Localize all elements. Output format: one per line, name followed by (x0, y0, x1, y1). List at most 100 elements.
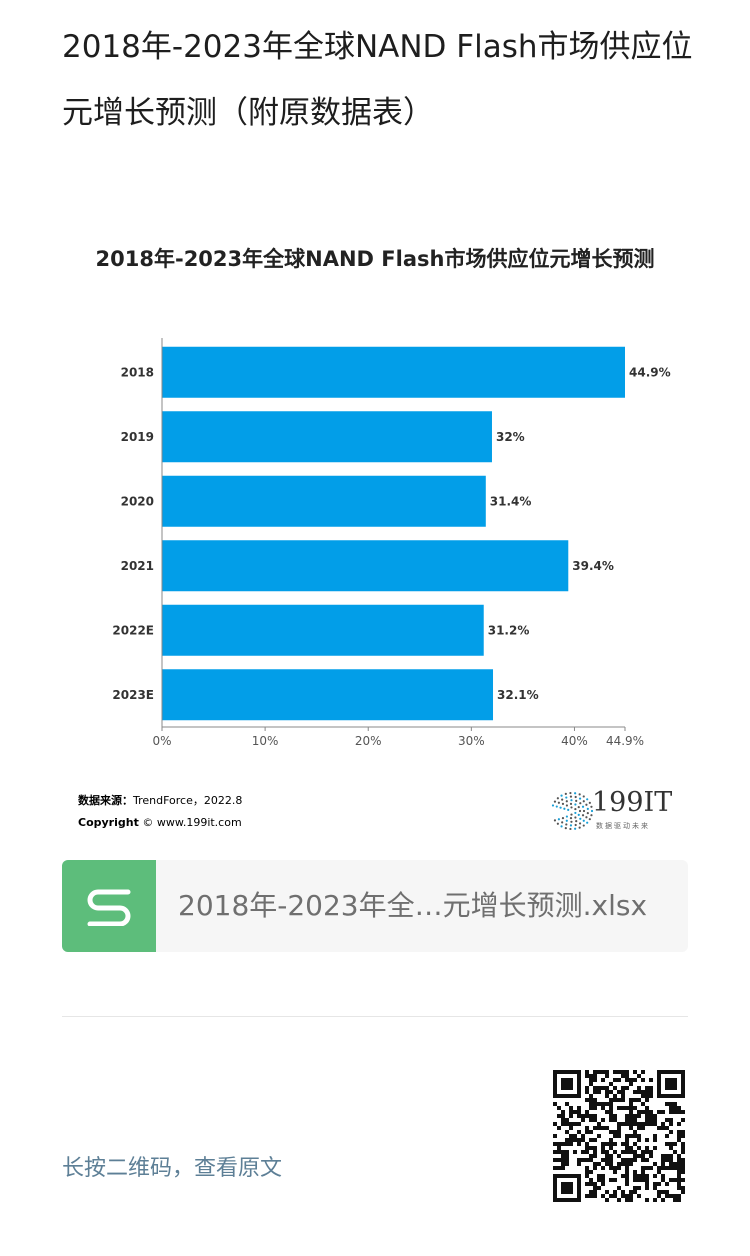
qr-code-icon[interactable] (553, 1070, 685, 1202)
logo-dot (565, 815, 569, 818)
logo-dot (590, 805, 593, 808)
value-label-2022E: 31.2% (488, 623, 530, 637)
logo-dot (553, 819, 557, 822)
attachment-filename: 2018年-2023年全…元增长预测.xlsx (178, 889, 648, 922)
category-label-2022E: 2022E (112, 623, 154, 637)
logo-dot (582, 819, 585, 822)
logo-dot (581, 805, 585, 808)
divider (62, 1016, 688, 1017)
logo-dot (578, 797, 582, 800)
logo-dot (551, 804, 555, 807)
logo-dot (590, 814, 593, 817)
logo-dot (586, 798, 589, 801)
logo-dot (582, 824, 585, 827)
chart-title: 2018年-2023年全球NAND Flash市场供应位元增长预测 (95, 247, 655, 271)
logo-dot (582, 800, 585, 803)
category-label-2023E: 2023E (112, 688, 154, 702)
bar-2020 (162, 475, 486, 527)
logo-dot (586, 812, 589, 815)
copyright-value: © www.199it.com (142, 816, 242, 829)
logo-dot (564, 827, 567, 830)
logo-dot (561, 798, 564, 801)
logo-dot (582, 809, 586, 813)
logo-dot (561, 817, 565, 820)
logo-dot (588, 818, 591, 821)
logo-dot (563, 807, 566, 810)
x-tick-label: 44.9% (606, 734, 644, 748)
logo-dot (575, 820, 578, 823)
logo-dot (570, 813, 573, 816)
value-label-2019: 32% (496, 430, 525, 444)
logo-dot (590, 809, 594, 813)
logo-dot (557, 801, 561, 804)
logo-dot (561, 802, 565, 805)
source-note: 数据来源：TrendForce，2022.8 Copyright © www.1… (78, 790, 242, 834)
logo-dot (569, 824, 573, 827)
attachment-card[interactable]: 2018年-2023年全…元增长预测.xlsx (62, 860, 688, 952)
logo-dot (578, 793, 581, 796)
bar-2021 (162, 540, 569, 592)
value-label-2020: 31.4% (490, 494, 532, 508)
logo-dot (578, 809, 582, 813)
article-title: 2018年-2023年全球NAND Flash市场供应位元增长预测（附原数据表） (62, 29, 693, 131)
logo-dot (579, 817, 582, 820)
qr-hint-text: 长按二维码，查看原文 (62, 1156, 283, 1181)
logo-dot (574, 807, 577, 811)
logo-dot (577, 806, 580, 809)
logo-dot (575, 799, 578, 802)
x-tick-label: 20% (355, 734, 382, 748)
x-tick-label: 40% (561, 734, 588, 748)
logo-dot (579, 802, 582, 805)
logo-dot (556, 797, 559, 800)
logo-dot (574, 816, 577, 819)
logo-dot (586, 821, 589, 824)
logo-dot (565, 823, 568, 826)
dandelion-logo-icon (551, 791, 594, 831)
logo-dot (574, 823, 577, 827)
logo-dot (588, 801, 591, 804)
logo-dot (570, 806, 573, 809)
logo-dot (569, 802, 573, 805)
logo-dot (560, 794, 563, 797)
logo-dot (564, 792, 567, 795)
logo-dot (574, 792, 577, 795)
logo-dot (555, 805, 558, 808)
logo-dot (570, 820, 573, 823)
logo-dot (578, 822, 582, 825)
logo-dot (557, 818, 561, 821)
logo-dot (565, 800, 568, 803)
logo-dot (569, 791, 572, 795)
value-label-2023E: 32.1% (497, 688, 539, 702)
logo-dot (553, 800, 557, 803)
logo-dot (581, 814, 585, 817)
logo-dot (577, 813, 580, 816)
source-value: TrendForce，2022.8 (133, 794, 243, 807)
category-label-2020: 2020 (121, 494, 154, 508)
logo-dot (578, 826, 581, 829)
category-label-2018: 2018 (121, 365, 154, 379)
bar-2022E (162, 604, 484, 656)
logo-dot (559, 806, 562, 809)
logo-dot (565, 819, 568, 822)
logo-dot (556, 822, 559, 825)
logo-dot (574, 811, 577, 815)
value-label-2018: 44.9% (629, 365, 671, 379)
logo-dot (561, 821, 564, 824)
logo-dot (569, 795, 573, 798)
bar-2018 (162, 346, 625, 398)
brand-logo: 199IT 数据驱动未来 (550, 785, 680, 835)
logo-dot (569, 827, 572, 831)
source-label: 数据来源： (78, 794, 133, 807)
chart-image: 2018年-2023年全球NAND Flash市场供应位元增长预测 2018 44… (62, 225, 688, 840)
x-tick-label: 30% (458, 734, 485, 748)
logo-dot (569, 817, 573, 820)
logo-dot (585, 816, 588, 819)
copyright-label: Copyright (78, 816, 139, 829)
logo-dot (567, 808, 570, 811)
logo-dot (570, 799, 573, 802)
bar-2019 (162, 411, 492, 463)
logo-dot (574, 803, 577, 806)
value-label-2021: 39.4% (572, 559, 614, 573)
logo-tagline: 数据驱动未来 (596, 822, 650, 830)
x-tick-label: 10% (252, 734, 279, 748)
